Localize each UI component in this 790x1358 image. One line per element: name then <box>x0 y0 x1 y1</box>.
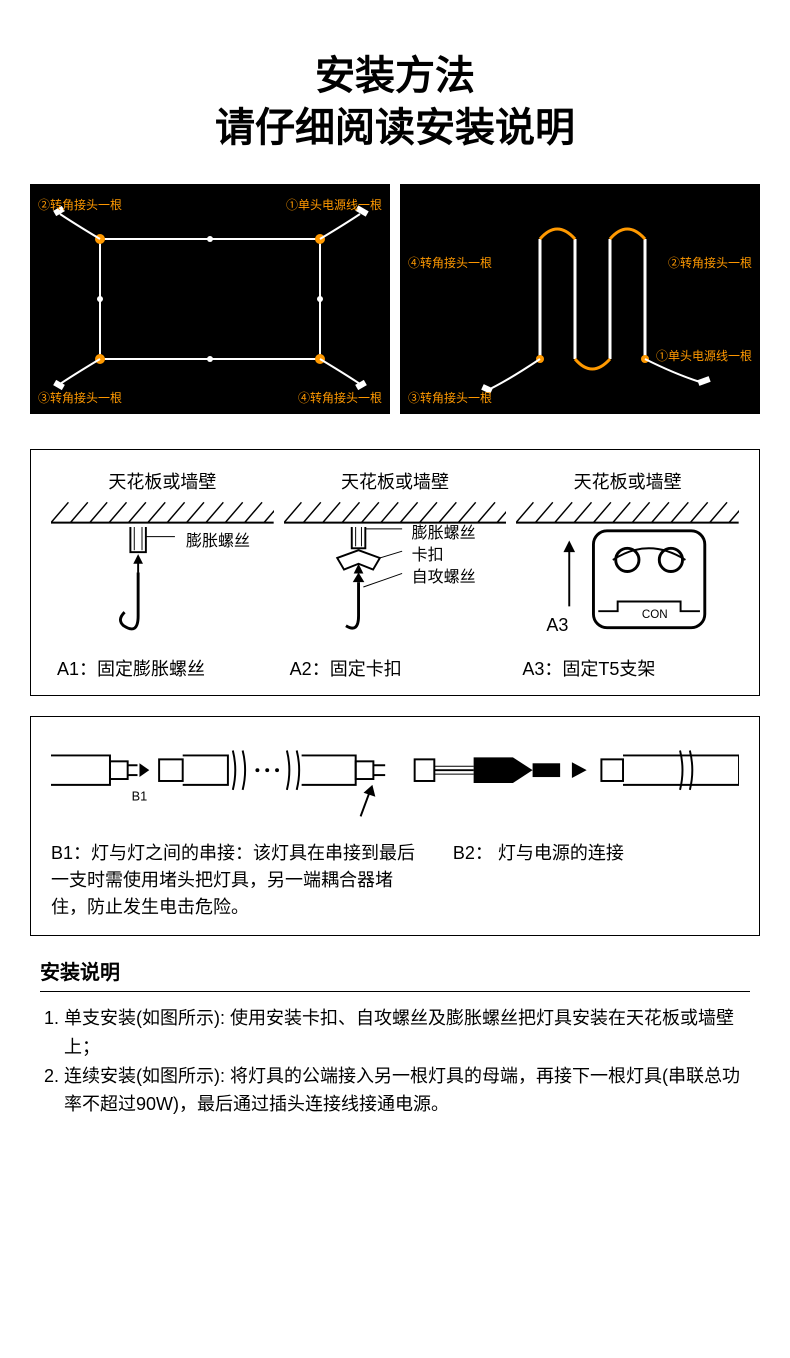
mount-a3: 天花板或墙壁 CON <box>516 468 739 681</box>
wiring-panel-rectangle: ②转角接头一根 ①单头电源线一根 ③转角接头一根 ④转角接头一根 <box>30 184 390 414</box>
label-corner-3r: ③转角接头一根 <box>408 389 492 406</box>
wiring-panel-serpentine: ④转角接头一根 ②转角接头一根 ③转角接头一根 ①单头电源线一根 <box>400 184 760 414</box>
callout-a1: 膨胀螺丝 <box>186 527 250 551</box>
b1-marker: B1 <box>132 789 148 804</box>
label-a3: A3 <box>546 615 568 636</box>
hatch-icon <box>516 500 739 524</box>
label-corner-4: ④转角接头一根 <box>298 389 382 406</box>
label-corner-2r: ②转角接头一根 <box>668 254 752 271</box>
connection-section: B1 <box>30 716 760 936</box>
caption-a2: A2：固定卡扣 <box>284 655 507 681</box>
label-power-1: ①单头电源线一根 <box>286 196 382 213</box>
serp-wiring-svg <box>400 184 760 414</box>
callout-a2-3: 自攻螺丝 <box>412 563 476 587</box>
caption-a1: A1：固定膨胀螺丝 <box>51 655 274 681</box>
label-corner-2: ②转角接头一根 <box>38 196 122 213</box>
notes-title: 安装说明 <box>40 956 750 992</box>
connection-svg: B1 <box>51 735 739 825</box>
caption-a3: A3：固定T5支架 <box>516 655 739 681</box>
ceiling-label-1: 天花板或墙壁 <box>51 468 274 494</box>
anchor-a2-svg <box>284 527 507 647</box>
rect-wiring-svg <box>30 184 390 414</box>
hatch-icon <box>51 500 274 524</box>
mount-a1: 天花板或墙壁 <box>51 468 274 681</box>
mount-a2: 天花板或墙壁 <box>284 468 507 681</box>
note-item-1: 单支安装(如图所示): 使用安装卡扣、自攻螺丝及膨胀螺丝把灯具安装在天花板或墙壁… <box>64 1004 750 1062</box>
install-notes: 安装说明 单支安装(如图所示): 使用安装卡扣、自攻螺丝及膨胀螺丝把灯具安装在天… <box>0 956 790 1169</box>
label-corner-3: ③转角接头一根 <box>38 389 122 406</box>
title-line-2: 请仔细阅读安装说明 <box>0 102 790 154</box>
mounting-row: 天花板或墙壁 <box>51 468 739 681</box>
title-line-1: 安装方法 <box>0 50 790 102</box>
label-corner-4r: ④转角接头一根 <box>408 254 492 271</box>
b1-text: B1：灯与灯之间的串接：该灯具在串接到最后一支时需使用堵头把灯具，另一端耦合器堵… <box>51 840 423 921</box>
callout-a2-1: 膨胀螺丝 <box>412 519 476 543</box>
svg-text:CON: CON <box>642 608 668 621</box>
ceiling-label-3: 天花板或墙壁 <box>516 468 739 494</box>
notes-list: 单支安装(如图所示): 使用安装卡扣、自攻螺丝及膨胀螺丝把灯具安装在天花板或墙壁… <box>40 1004 750 1119</box>
page-title: 安装方法 请仔细阅读安装说明 <box>0 0 790 184</box>
mounting-section: 天花板或墙壁 <box>30 449 760 696</box>
label-power-1r: ①单头电源线一根 <box>656 347 752 364</box>
ceiling-label-2: 天花板或墙壁 <box>284 468 507 494</box>
b2-text: B2： 灯与电源的连接 <box>453 840 739 921</box>
note-item-2: 连续安装(如图所示): 将灯具的公端接入另一根灯具的母端，再接下一根灯具(串联总… <box>64 1062 750 1120</box>
callout-a2-2: 卡扣 <box>412 541 444 565</box>
wiring-diagrams: ②转角接头一根 ①单头电源线一根 ③转角接头一根 ④转角接头一根 ④转角接头一 <box>0 184 790 414</box>
connection-drawing: B1 <box>51 735 739 825</box>
